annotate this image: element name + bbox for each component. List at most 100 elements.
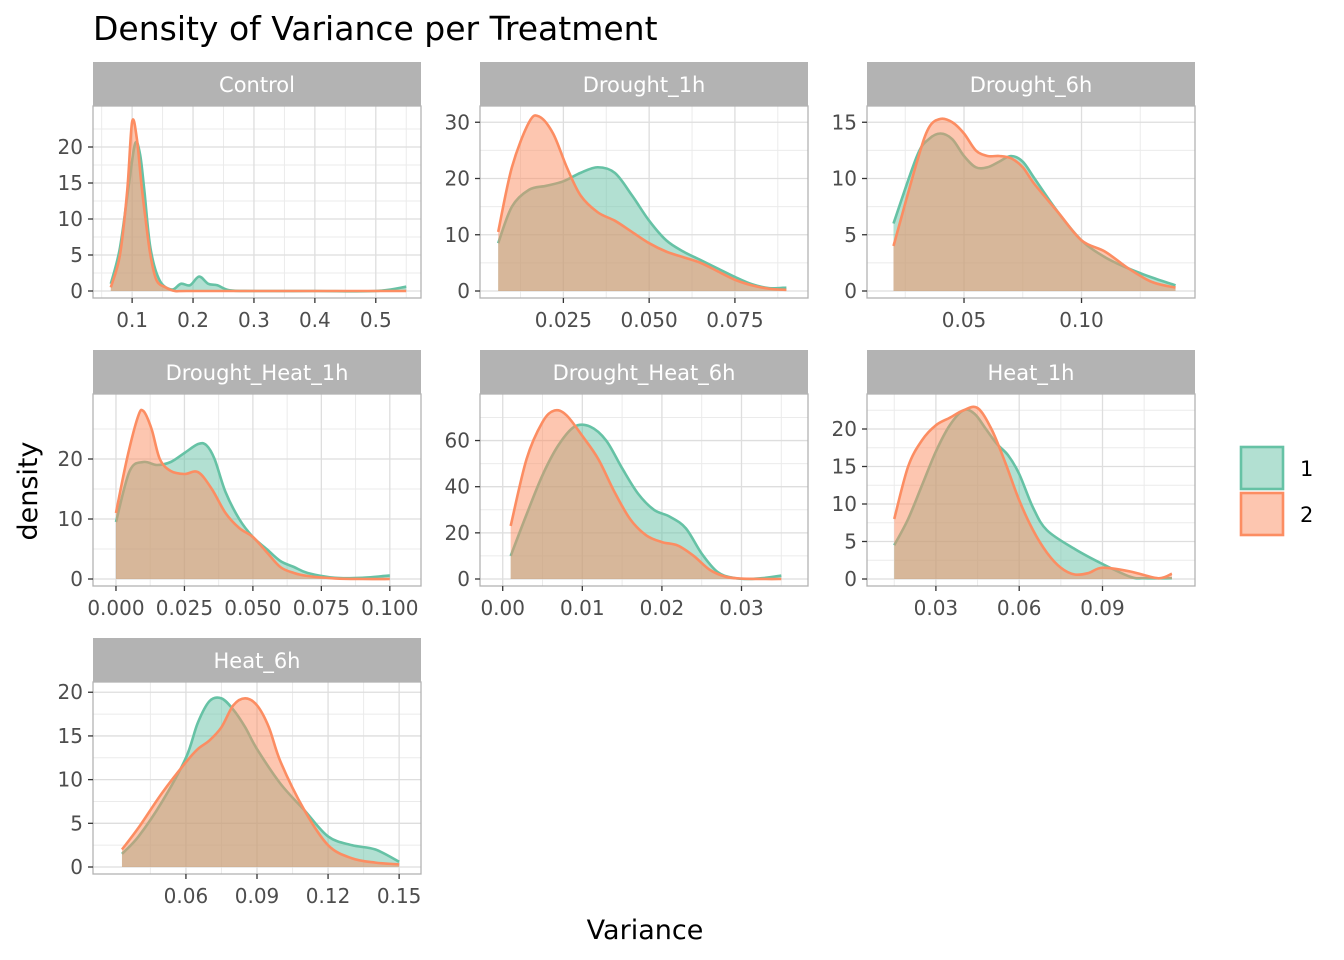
x-tick-label: 0.09: [235, 884, 280, 908]
y-tick-label: 15: [58, 171, 83, 195]
x-tick-label: 0.15: [377, 884, 422, 908]
x-tick-label: 0.050: [224, 596, 281, 620]
panel-strip: [480, 62, 808, 106]
y-tick-label: 10: [445, 223, 470, 247]
legend-key: [1239, 491, 1285, 537]
density-area-series-2: [121, 698, 400, 867]
y-tick-label: 0: [457, 279, 470, 303]
density-series: [114, 408, 390, 581]
x-tick-label: 0.100: [361, 596, 418, 620]
y-tick-label: 15: [58, 724, 83, 748]
density-area-series-2: [498, 115, 787, 291]
y-tick-label: 0: [70, 279, 83, 303]
density-series: [120, 696, 400, 867]
y-tick-label: 10: [58, 768, 83, 792]
x-tick-label: 0.03: [719, 596, 764, 620]
panel-drought-1h: Drought_1h 0 10 20 30 0.025 0.050 0.075: [445, 62, 809, 332]
x-tick-label: 0.050: [621, 308, 678, 332]
panel-strip-label: Heat_1h: [988, 361, 1075, 386]
x-tick-label: 0.5: [360, 308, 392, 332]
y-tick-label: 10: [832, 167, 857, 191]
panel-heat-1h: Heat_1h 0 5 10 15 20 0.03 0.06 0.09: [832, 350, 1196, 620]
x-tick-label: 0.09: [1080, 596, 1125, 620]
x-tick-label: 0.075: [293, 596, 350, 620]
y-tick-label: 5: [70, 811, 83, 835]
y-tick-label: 15: [832, 110, 857, 134]
panel-strip: [93, 638, 421, 682]
density-area-series-2: [894, 406, 1172, 579]
y-tick-label: 5: [844, 530, 857, 554]
density-line-series-2: [892, 117, 1176, 289]
panel-drought-heat-1h: Drought_Heat_1h 0 10 20 0.000 0.025 0.050 0.075…: [58, 350, 422, 620]
density-series: [496, 114, 787, 292]
panel-border: [92, 105, 422, 299]
panel-strip-label: Control: [219, 73, 295, 97]
density-series: [892, 117, 1176, 291]
density-area-series-2: [893, 118, 1176, 291]
y-tick-label: 20: [445, 167, 470, 191]
y-tick-label: 0: [70, 567, 83, 591]
panel-drought-heat-6h: Drought_Heat_6h 0 20 40 60 0.00 0.01 0.02 0.03: [445, 350, 809, 620]
x-tick-label: 0.2: [177, 308, 209, 332]
y-tick-label: 0: [844, 567, 857, 591]
density-area-series-2: [110, 119, 407, 292]
x-tick-label: 0.3: [238, 308, 270, 332]
density-series: [892, 405, 1173, 580]
y-tick-label: 20: [58, 135, 83, 159]
chart-title: Density of Variance per Treatment: [93, 9, 658, 48]
panel-border: [479, 105, 809, 299]
panel-strip-label: Heat_6h: [214, 649, 301, 674]
density-line-series-2: [114, 408, 390, 581]
x-tick-label: 0.03: [914, 596, 959, 620]
x-tick-label: 0.00: [480, 596, 525, 620]
density-series: [509, 408, 782, 581]
panel-drought-6h: Drought_6h 0 5 10 15 0.05 0.10: [832, 62, 1196, 332]
y-tick-label: 20: [58, 680, 83, 704]
y-tick-label: 10: [58, 207, 83, 231]
y-tick-label: 0: [844, 279, 857, 303]
density-area-series-2: [115, 409, 390, 580]
density-area-series-2: [510, 410, 782, 580]
legend-item-1: 1: [1239, 445, 1313, 491]
density-line-series-2: [892, 405, 1173, 580]
y-tick-label: 10: [832, 492, 857, 516]
density-line-series-2: [120, 697, 400, 866]
y-tick-label: 5: [844, 223, 857, 247]
panel-border: [866, 393, 1196, 587]
panel-strip: [93, 350, 421, 394]
y-tick-label: 5: [70, 243, 83, 267]
x-tick-label: 0.10: [1059, 308, 1104, 332]
y-axis-title: density: [13, 441, 44, 540]
panel-strip: [480, 350, 808, 394]
panel-strip-label: Drought_Heat_1h: [166, 361, 349, 386]
panel-strip-label: Drought_1h: [583, 73, 706, 98]
x-tick-label: 0.025: [535, 308, 592, 332]
panel-strip: [867, 350, 1195, 394]
x-tick-label: 0.000: [87, 596, 144, 620]
panel-border: [479, 393, 809, 587]
x-tick-label: 0.075: [706, 308, 763, 332]
x-tick-label: 0.025: [156, 596, 213, 620]
legend-label: 1: [1300, 457, 1313, 481]
y-tick-label: 0: [457, 567, 470, 591]
panel-strip: [867, 62, 1195, 106]
panel-strip-label: Drought_6h: [970, 73, 1093, 98]
y-tick-label: 0: [70, 855, 83, 879]
x-tick-label: 0.02: [640, 596, 685, 620]
panel-strip-label: Drought_Heat_6h: [553, 361, 736, 386]
y-tick-label: 60: [445, 429, 470, 453]
panel-border: [92, 393, 422, 587]
legend-label: 2: [1300, 503, 1313, 527]
x-tick-label: 0.4: [299, 308, 331, 332]
y-tick-label: 20: [832, 417, 857, 441]
legend-key: [1239, 445, 1285, 491]
y-tick-label: 20: [445, 521, 470, 545]
density-line-series-2: [109, 118, 407, 293]
density-series: [109, 118, 407, 293]
facet-panels: Control 0 5 10 15 20 0.1 0.2 0.3 0.4 0.5 Drought_1h…: [58, 62, 1196, 908]
panel-border: [866, 105, 1196, 299]
x-tick-label: 0.05: [942, 308, 987, 332]
x-tick-label: 0.12: [306, 884, 351, 908]
density-line-series-2: [509, 408, 782, 581]
